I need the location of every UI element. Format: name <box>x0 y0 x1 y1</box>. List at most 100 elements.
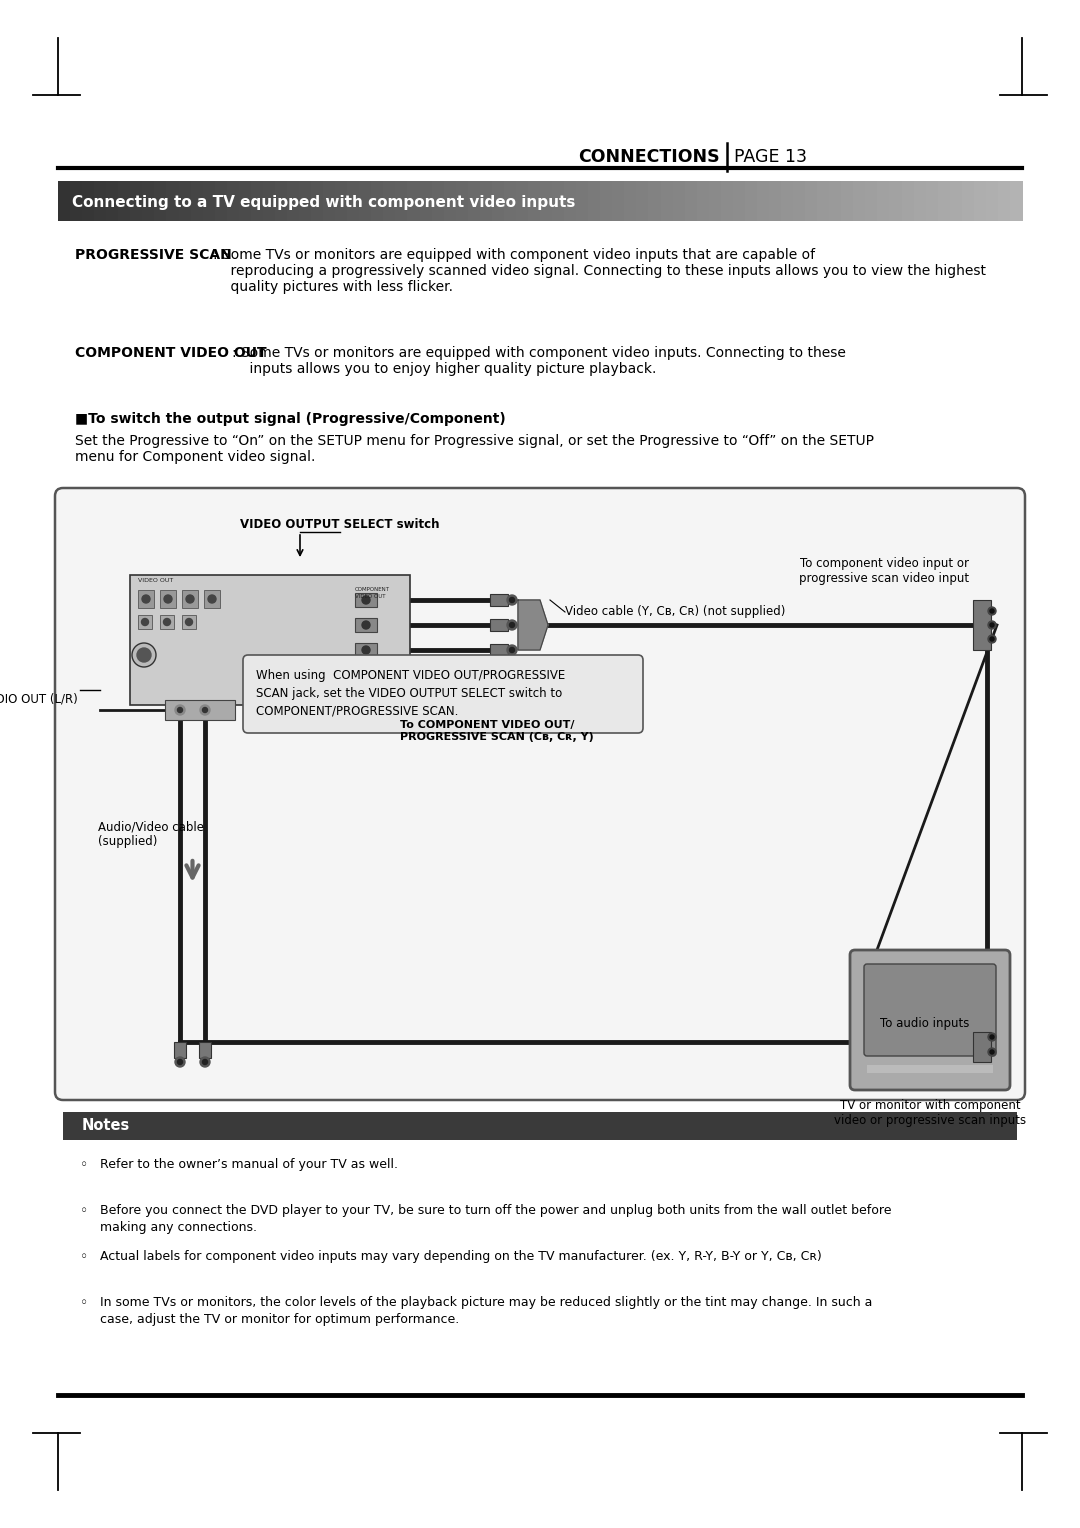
Bar <box>890 180 903 222</box>
Bar <box>178 180 191 222</box>
Bar <box>805 180 819 222</box>
Bar <box>612 180 625 222</box>
Circle shape <box>200 704 210 715</box>
Circle shape <box>163 619 171 625</box>
Circle shape <box>200 1057 210 1067</box>
Bar <box>1010 180 1023 222</box>
Text: ◦: ◦ <box>80 1158 89 1172</box>
FancyBboxPatch shape <box>243 656 643 733</box>
FancyBboxPatch shape <box>864 964 996 1056</box>
Bar <box>419 180 433 222</box>
Bar <box>490 643 508 656</box>
Text: Before you connect the DVD player to your TV, be sure to turn off the power and : Before you connect the DVD player to you… <box>100 1204 891 1235</box>
Bar <box>902 180 915 222</box>
Bar <box>347 180 361 222</box>
Circle shape <box>990 637 994 642</box>
Bar <box>490 619 508 631</box>
Bar <box>227 180 240 222</box>
Bar <box>299 180 312 222</box>
Circle shape <box>990 1050 994 1054</box>
Circle shape <box>177 707 183 712</box>
Bar <box>444 180 457 222</box>
Text: : Some TVs or monitors are equipped with component video inputs that are capable: : Some TVs or monitors are equipped with… <box>213 248 986 295</box>
Bar <box>986 180 999 222</box>
Circle shape <box>177 1059 183 1065</box>
Bar <box>183 590 198 608</box>
Bar <box>793 180 806 222</box>
Bar <box>733 180 746 222</box>
Text: Video cable (Y, Cʙ, Cʀ) (not supplied): Video cable (Y, Cʙ, Cʀ) (not supplied) <box>565 605 785 619</box>
Bar <box>624 180 637 222</box>
Bar <box>166 180 179 222</box>
Circle shape <box>141 594 150 604</box>
Bar <box>58 180 71 222</box>
Bar <box>215 180 228 222</box>
Circle shape <box>362 620 370 630</box>
Text: ◦: ◦ <box>80 1204 89 1218</box>
FancyBboxPatch shape <box>55 487 1025 1100</box>
Text: TV or monitor with component
video or progressive scan inputs: TV or monitor with component video or pr… <box>834 1099 1026 1128</box>
Bar <box>383 180 396 222</box>
Bar <box>781 180 794 222</box>
Bar <box>757 180 770 222</box>
Bar <box>355 643 377 657</box>
Bar <box>937 180 950 222</box>
Text: COMPONENT VIDEO OUT: COMPONENT VIDEO OUT <box>75 345 267 361</box>
Text: To AUDIO OUT (L/R): To AUDIO OUT (L/R) <box>0 692 78 704</box>
Bar <box>106 180 119 222</box>
Bar <box>516 180 529 222</box>
Text: ◦: ◦ <box>80 1296 89 1309</box>
Text: VIDEO OUTPUT SELECT switch: VIDEO OUTPUT SELECT switch <box>240 518 440 532</box>
Text: COMPONENT: COMPONENT <box>355 587 390 591</box>
Circle shape <box>362 646 370 654</box>
Bar <box>174 1042 186 1057</box>
Bar <box>914 180 927 222</box>
Bar <box>118 180 132 222</box>
Circle shape <box>186 594 194 604</box>
Text: In some TVs or monitors, the color levels of the playback picture may be reduced: In some TVs or monitors, the color level… <box>100 1296 873 1326</box>
Text: Connecting to a TV equipped with component video inputs: Connecting to a TV equipped with compone… <box>72 194 576 209</box>
Circle shape <box>507 594 517 605</box>
Text: VIDEO OUT: VIDEO OUT <box>355 594 386 599</box>
Bar <box>745 180 758 222</box>
Circle shape <box>203 1059 207 1065</box>
FancyBboxPatch shape <box>850 950 1010 1089</box>
Bar <box>199 1042 211 1057</box>
Bar <box>841 180 854 222</box>
Bar <box>877 180 890 222</box>
Text: CONNECTIONS: CONNECTIONS <box>579 148 720 167</box>
Bar <box>275 180 288 222</box>
Bar <box>720 180 733 222</box>
Circle shape <box>510 597 514 602</box>
Bar <box>160 614 174 630</box>
Bar <box>395 180 408 222</box>
Bar <box>865 180 878 222</box>
Bar <box>818 180 831 222</box>
Circle shape <box>990 623 994 626</box>
Circle shape <box>186 619 192 625</box>
Text: PROGRESSIVE SCAN (Cʙ, Cʀ, Y): PROGRESSIVE SCAN (Cʙ, Cʀ, Y) <box>400 732 594 743</box>
Text: Set the Progressive to “On” on the SETUP menu for Progressive signal, or set the: Set the Progressive to “On” on the SETUP… <box>75 434 874 465</box>
Bar <box>490 594 508 607</box>
Bar <box>962 180 975 222</box>
Bar <box>138 590 154 608</box>
Text: ◦: ◦ <box>80 1250 89 1264</box>
Bar <box>456 180 469 222</box>
Bar <box>648 180 661 222</box>
Circle shape <box>175 1057 185 1067</box>
Circle shape <box>510 622 514 628</box>
Bar <box>335 180 348 222</box>
Circle shape <box>990 1034 994 1039</box>
Bar <box>183 614 195 630</box>
Bar <box>973 1031 991 1062</box>
Text: To component video input or
progressive scan video input: To component video input or progressive … <box>799 558 969 585</box>
Bar <box>70 180 83 222</box>
Circle shape <box>507 645 517 656</box>
Bar <box>262 180 275 222</box>
Bar <box>829 180 842 222</box>
Bar <box>82 180 95 222</box>
Bar <box>974 180 987 222</box>
Circle shape <box>990 610 994 613</box>
Bar <box>130 575 410 704</box>
Circle shape <box>208 594 216 604</box>
